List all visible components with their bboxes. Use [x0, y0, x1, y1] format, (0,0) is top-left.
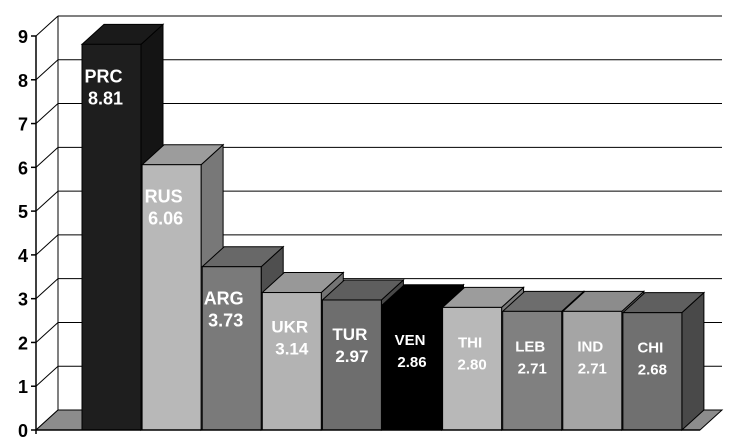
bar-category-label: THI: [458, 334, 482, 351]
bar: [261, 292, 322, 431]
bar-value-label: 2.71: [578, 360, 607, 377]
y-tick-label: 2: [18, 333, 28, 353]
bar-category-label: UKR: [271, 318, 308, 337]
bar-value-label: 8.81: [88, 88, 123, 108]
y-tick-label: 7: [18, 115, 28, 135]
y-tick-label: 3: [18, 290, 28, 310]
bar-value-label: 6.06: [148, 209, 183, 229]
bar: [562, 310, 623, 431]
gridline-connector: [35, 59, 59, 81]
bar-category-label: RUS: [145, 187, 183, 207]
bar: [442, 306, 503, 431]
bar-category-label: TUR: [332, 325, 367, 344]
bar-category-label: CHI: [637, 340, 663, 357]
bar-value-label: 2.86: [397, 354, 426, 371]
bar: [321, 299, 382, 431]
bar: [81, 43, 142, 431]
y-tick-label: 1: [18, 377, 28, 397]
bar-category-label: ARG: [204, 289, 244, 309]
y-tick-label: 5: [18, 202, 28, 222]
bar-side: [681, 291, 705, 432]
bar-value-label: 3.14: [275, 340, 309, 359]
gridline-connector: [35, 278, 59, 300]
y-tick-label: 0: [18, 421, 28, 441]
bar-value-label: 2.97: [335, 347, 368, 366]
bar-value-label: 2.80: [457, 356, 486, 373]
gridline-connector: [35, 15, 59, 37]
y-tick-label: 9: [18, 27, 28, 47]
bar-category-label: VEN: [395, 332, 426, 349]
gridline-connector: [35, 322, 59, 343]
bar: [502, 310, 563, 431]
bar: [382, 304, 442, 431]
gridline-connector: [35, 365, 59, 387]
bar-value-label: 2.71: [518, 360, 547, 377]
gridline-connector: [35, 103, 59, 124]
bar-value-label: 3.73: [208, 311, 243, 331]
bar-category-label: IND: [577, 338, 603, 355]
bar-value-label: 2.68: [638, 362, 667, 379]
y-tick-label: 4: [18, 246, 28, 266]
bar-category-label: LEB: [515, 338, 545, 355]
gridline-connector: [35, 234, 59, 256]
y-tick-label: 8: [18, 71, 28, 91]
bar: [201, 266, 262, 431]
y-tick-label: 6: [18, 158, 28, 178]
bar-category-label: PRC: [84, 66, 122, 86]
gridline-connector: [35, 190, 59, 212]
gridline-connector: [35, 146, 59, 168]
